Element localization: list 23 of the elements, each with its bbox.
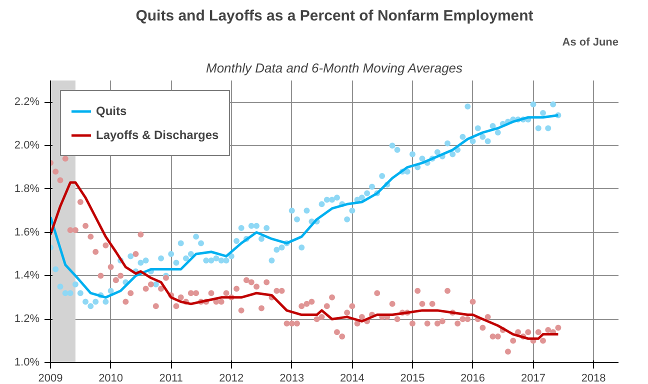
chart-subtitle: Monthly Data and 6-Month Moving Averages: [206, 60, 464, 76]
text: As of June: [562, 36, 619, 48]
x-tick-label: 2010: [98, 372, 124, 384]
y-tick-label: 1.0%: [14, 356, 40, 368]
x-tick-label: 2011: [159, 372, 183, 384]
x-tick-label: 2009: [38, 372, 63, 384]
y-tick-label: 1.8%: [14, 182, 40, 195]
legend-label: Quits: [96, 104, 127, 118]
y-tick-label: 2.0%: [14, 140, 40, 152]
x-tick-label: 2015: [400, 372, 425, 384]
x-tick-label: 2016: [460, 372, 486, 384]
line-series: [50, 181, 560, 340]
y-tick-label: 1.4%: [14, 270, 40, 282]
x-tick-label: 2012: [219, 372, 244, 384]
y-tick-label: 2.2%: [14, 96, 40, 108]
x-tick-label: 2018: [581, 372, 606, 384]
x-tick-label: 2014: [340, 372, 364, 384]
legend-label: Layoffs & Discharges: [96, 128, 219, 142]
x-tick-label: 2013: [280, 372, 304, 384]
chart-title: Quits and Layoffs as a Percent of Nonfarm Employment: [136, 8, 534, 24]
y-tick-label: 1.2%: [14, 313, 40, 326]
x-tick-label: 2017: [521, 372, 546, 384]
y-tick-label: 1.6%: [14, 226, 40, 238]
